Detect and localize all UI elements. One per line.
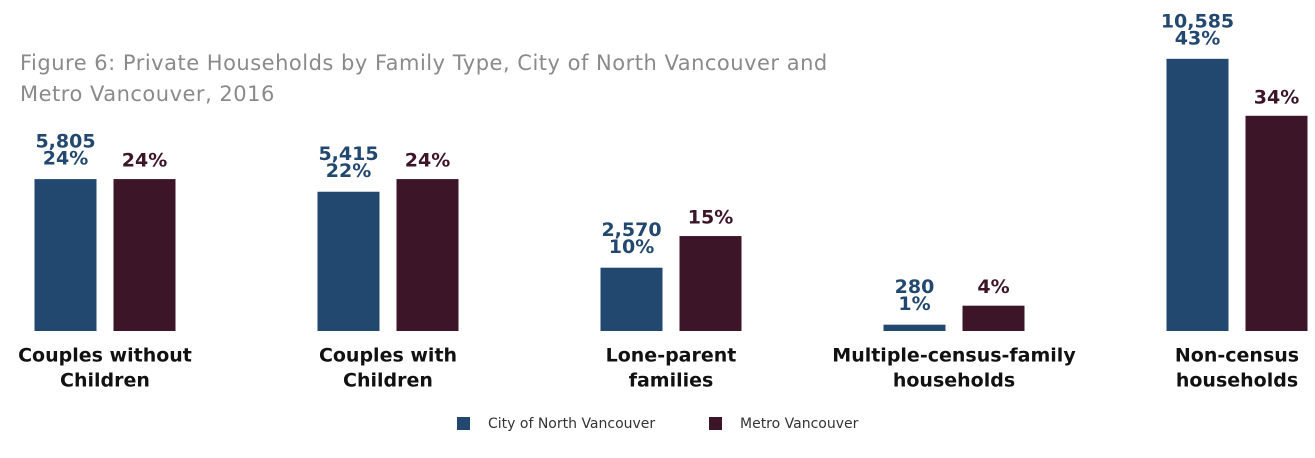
bar [679, 236, 742, 331]
data-label: 10% [609, 236, 654, 258]
x-tick-label: households [893, 370, 1015, 392]
x-tick-label: Lone-parent [606, 345, 737, 367]
bar [396, 179, 459, 331]
data-label: 24% [122, 150, 167, 172]
x-tick-label: Children [343, 370, 433, 392]
bar [1245, 115, 1308, 331]
count-label: 5,415 [318, 143, 378, 165]
data-label: 4% [977, 276, 1009, 298]
x-tick-label: Non-census [1175, 345, 1299, 367]
x-tick-label: Multiple-census-family [832, 345, 1076, 367]
x-tick-label: households [1176, 370, 1298, 392]
legend-label: City of North Vancouver [488, 416, 655, 432]
count-label: 5,805 [35, 131, 95, 153]
chart-title: Figure 6: Private Households by Family T… [20, 51, 828, 106]
bar [1166, 58, 1229, 332]
x-tick-label: families [629, 370, 714, 392]
bar [883, 324, 946, 331]
bar [600, 267, 663, 331]
legend-label: Metro Vancouver [740, 416, 859, 432]
bar [113, 179, 176, 331]
data-label: 24% [43, 148, 88, 170]
data-label: 43% [1175, 27, 1220, 49]
data-label: 34% [1254, 86, 1299, 108]
bar [34, 179, 97, 331]
legend-swatch [457, 417, 470, 430]
count-label: 2,570 [601, 219, 661, 241]
bar [317, 191, 380, 331]
data-label: 22% [326, 160, 371, 182]
data-label: 15% [688, 207, 733, 229]
bar [962, 305, 1025, 331]
count-label: 10,585 [1161, 10, 1234, 32]
legend-swatch [709, 417, 722, 430]
data-label: 24% [405, 150, 450, 172]
data-label: 1% [898, 293, 930, 315]
count-label: 280 [895, 276, 935, 298]
x-tick-label: Children [60, 370, 150, 392]
x-tick-label: Couples without [18, 345, 192, 367]
x-tick-label: Couples with [319, 345, 457, 367]
